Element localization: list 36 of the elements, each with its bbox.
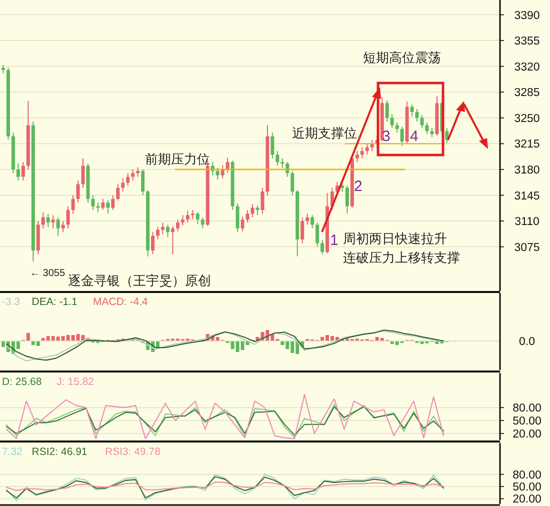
annotation: RSI2: 46.91 — [32, 446, 88, 458]
annotation: J: 15.82 — [56, 376, 94, 388]
y-tick-label: 20.00 — [512, 494, 542, 506]
y-tick-label: 50.00 — [512, 416, 542, 428]
annotation: 7.32 — [2, 446, 23, 458]
annotation: RSI3: 49.78 — [105, 446, 161, 458]
y-tick-label: 3215 — [514, 138, 540, 151]
annotation: 4 — [410, 128, 418, 145]
annotation: 短期高位震荡 — [363, 50, 441, 65]
annotation: 逐金寻银（王宇旻）原创 — [68, 273, 211, 288]
y-tick-label: 80.00 — [512, 402, 542, 415]
annotation: 周初两日快速拉升 — [343, 231, 447, 246]
annotation: 3 — [382, 128, 390, 145]
y-tick-label: 3355 — [514, 36, 540, 48]
y-tick-label: 3285 — [514, 87, 540, 100]
y-tick-label: 3320 — [514, 61, 540, 74]
text: DEA: -1.1 — [32, 296, 78, 308]
y-tick-label: 3075 — [514, 242, 540, 254]
annotation: 连破压力上移转支撑 — [343, 250, 460, 265]
text: 0.0 — [519, 336, 535, 348]
y-tick-label: 3145 — [514, 190, 540, 202]
text: -3.3 — [2, 296, 20, 308]
y-tick-label: 3110 — [514, 216, 540, 228]
y-tick-label: 20.00 — [512, 428, 542, 441]
text: MACD: -4.4 — [93, 296, 148, 308]
y-tick-label: 3390 — [514, 10, 540, 22]
y-tick-label: 50.00 — [512, 482, 542, 494]
ref-line-label: 前期压力位 — [145, 151, 210, 166]
ref-line-label: 近期支撑位 — [292, 126, 357, 141]
annotation: ← 3055 — [30, 268, 66, 279]
y-tick-label: 3180 — [514, 164, 540, 176]
annotation: 2 — [354, 178, 362, 195]
annotation: D: 25.68 — [2, 376, 42, 388]
y-tick-label: 3250 — [514, 112, 540, 125]
annotation: 1 — [330, 232, 338, 249]
y-tick-label: 80.00 — [512, 469, 542, 482]
